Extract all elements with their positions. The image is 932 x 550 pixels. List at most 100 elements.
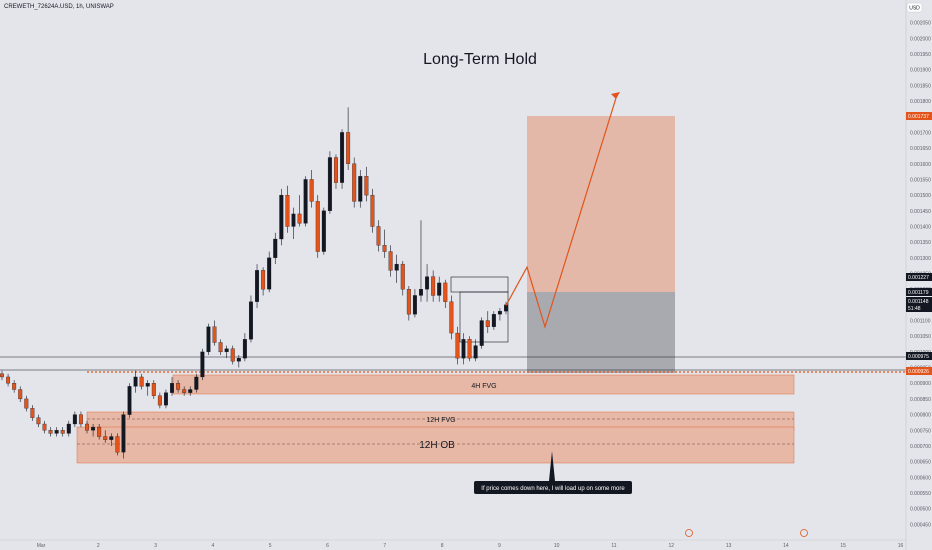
candle [327,151,332,214]
y-tick-label: 0.000650 [910,460,931,466]
price-tag: 51:48 [906,304,932,312]
candle [449,295,454,340]
candle-body [36,417,41,425]
candle-body [200,351,205,378]
zone-12h-ob [76,426,795,464]
candle-body [406,289,411,315]
candle-body [273,238,278,258]
candle-body [66,423,71,434]
event-icon-2-circle[interactable] [800,529,808,537]
candle [36,414,41,428]
target-zone [527,116,675,292]
price-tag: 0.001227 [906,273,932,281]
candle [60,427,65,437]
candle [139,373,144,390]
candle [72,411,77,428]
candle-body [236,358,241,362]
candle [261,267,266,296]
price-tag-bg [906,297,932,305]
candle-body [60,430,65,434]
currency-button-bg[interactable] [906,2,923,13]
candle-body [6,376,11,384]
candle [133,370,138,393]
candle-body [133,376,138,387]
x-tick-label: 11 [611,543,616,549]
candle [212,320,217,346]
currency-button[interactable]: USD [906,2,923,13]
y-tick-label: 0.001050 [910,334,931,340]
candle [121,411,126,459]
candle [479,317,484,349]
candle [18,386,23,403]
y-tick-label: 0.001650 [910,146,931,152]
event-icon-1[interactable] [685,529,693,537]
candle [431,270,436,302]
zones-layer [0,116,906,464]
event-icon-2[interactable] [800,529,808,537]
candle [467,336,472,362]
price-tag-label: 0.000926 [908,369,929,375]
candle [85,420,89,434]
price-tag-label: 51:48 [908,306,921,312]
candle [12,380,17,393]
x-tick-label: 2 [97,543,100,549]
candle [321,207,326,255]
candle [188,386,193,396]
candle [255,264,260,308]
y-tick-label: 0.001500 [910,193,931,199]
candle-body [425,276,430,290]
candle [224,345,229,359]
price-tag-bg [906,273,932,281]
candle-body [224,348,229,353]
y-tick-label: 0.000450 [910,522,931,528]
candle-body [346,132,351,164]
candle-body [248,301,253,340]
candle [194,373,199,393]
price-tag-bg [906,352,932,360]
x-tick-label: 14 [783,543,789,549]
x-tick-label: Mar [37,543,46,549]
candle-body [321,210,326,252]
candle-body [194,376,199,390]
candle-body [297,213,302,224]
x-tick-label: 10 [554,543,560,549]
zone-label-12h-fvg: 12H FVG [426,417,455,424]
x-tick-label: 16 [898,543,904,549]
candle-body [388,251,393,271]
candle [182,386,187,396]
candle [473,339,478,362]
candle-body [54,430,59,434]
candle-body [151,383,156,396]
candle [6,373,11,387]
candle [419,220,423,302]
price-tag-bg [906,367,932,375]
price-tag-bg [906,304,932,312]
candle [394,254,399,283]
candle-body [78,414,83,425]
candle-body [400,263,405,290]
candle-body [382,245,387,252]
candle [285,185,290,233]
y-tick-label: 0.001100 [910,319,931,325]
candle-body [394,263,399,271]
candle [206,323,211,356]
price-tag: 0.001179 [906,288,932,296]
candle [267,251,272,293]
candle-body [364,176,369,196]
y-tick-label: 0.001850 [910,83,931,89]
y-tick-label: 0.000750 [910,428,931,434]
candle [42,420,47,434]
event-icon-1-circle[interactable] [685,529,693,537]
symbol-label: CREWETH_72624A.USD, 1h, UNISWAP [4,4,114,10]
candle-body [218,342,223,353]
y-tick-label: 0.000700 [910,444,931,450]
range-box-inner [459,291,509,343]
candle-body [437,282,442,296]
candle [236,355,241,368]
y-tick-label: 0.001450 [910,209,931,215]
candle [127,383,132,418]
candle-body [157,395,162,406]
price-tag: 0.001737 [906,112,932,120]
y-tick-label: 0.001300 [910,256,931,262]
currency-button-label[interactable]: USD [909,6,920,12]
